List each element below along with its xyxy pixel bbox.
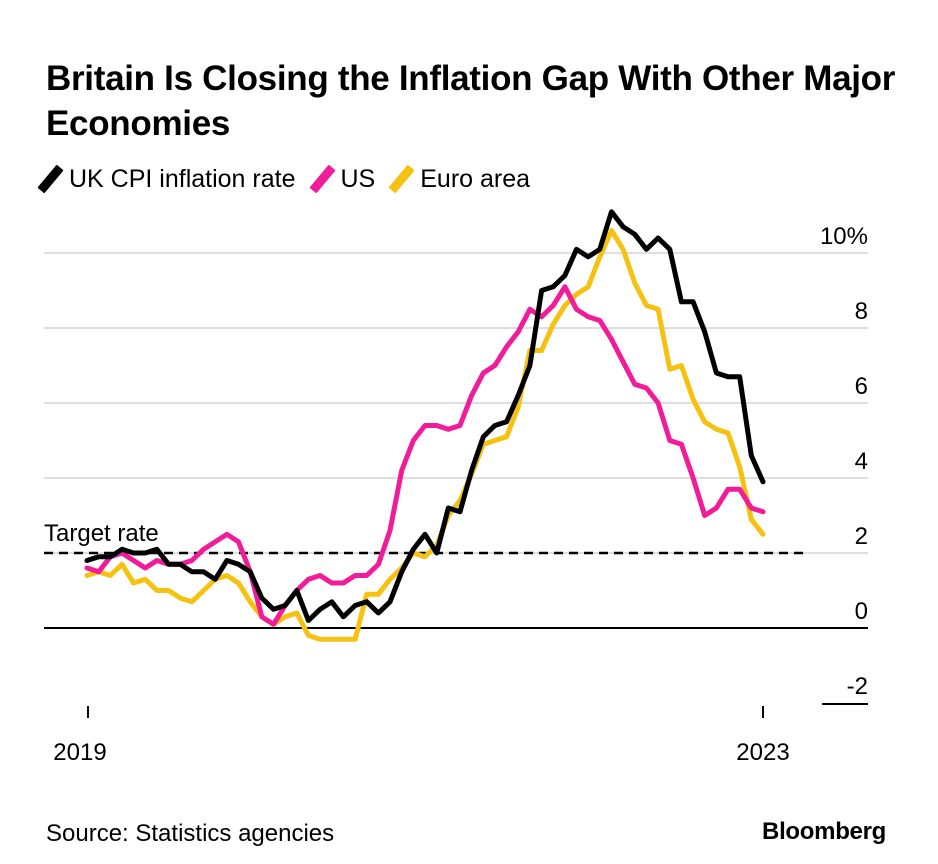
x-tick-label-2023: 2023 (736, 739, 789, 766)
y-tick-label-0: 0 (855, 598, 868, 625)
chart-title: Britain Is Closing the Inflation Gap Wit… (46, 59, 896, 143)
x-tick-label-2019: 2019 (53, 739, 106, 766)
bloomberg-logo: Bloomberg (762, 818, 886, 845)
axes: -2 0 2 4 6 8 10% 2019 2023 (53, 223, 868, 766)
series-line-us (84, 284, 766, 627)
y-tick-label-2: 2 (855, 523, 868, 550)
legend-item-euro: Euro area (388, 164, 531, 194)
y-tick-label-6: 6 (855, 373, 868, 400)
y-tick-label-10: 10% (820, 223, 868, 250)
y-tick-label-8: 8 (855, 298, 868, 325)
chart-legend: UK CPI inflation rate US Euro area (37, 162, 552, 196)
legend-label-us: US (340, 164, 376, 193)
legend-label-uk: UK CPI inflation rate (69, 164, 296, 193)
target-rate-reference: Target rate (44, 520, 806, 555)
y-tick-label-4: 4 (855, 448, 868, 475)
series-line-euro-area (84, 228, 766, 642)
legend-item-uk: UK CPI inflation rate (37, 164, 296, 194)
target-rate-label: Target rate (44, 520, 159, 547)
source-note: Source: Statistics agencies (46, 820, 335, 847)
series-lines (84, 209, 766, 642)
legend-label-euro: Euro area (420, 164, 531, 193)
y-tick-label--2: -2 (847, 673, 868, 700)
legend-item-us: US (308, 164, 376, 194)
series-line-uk-cpi-inflation-rate (84, 209, 766, 623)
